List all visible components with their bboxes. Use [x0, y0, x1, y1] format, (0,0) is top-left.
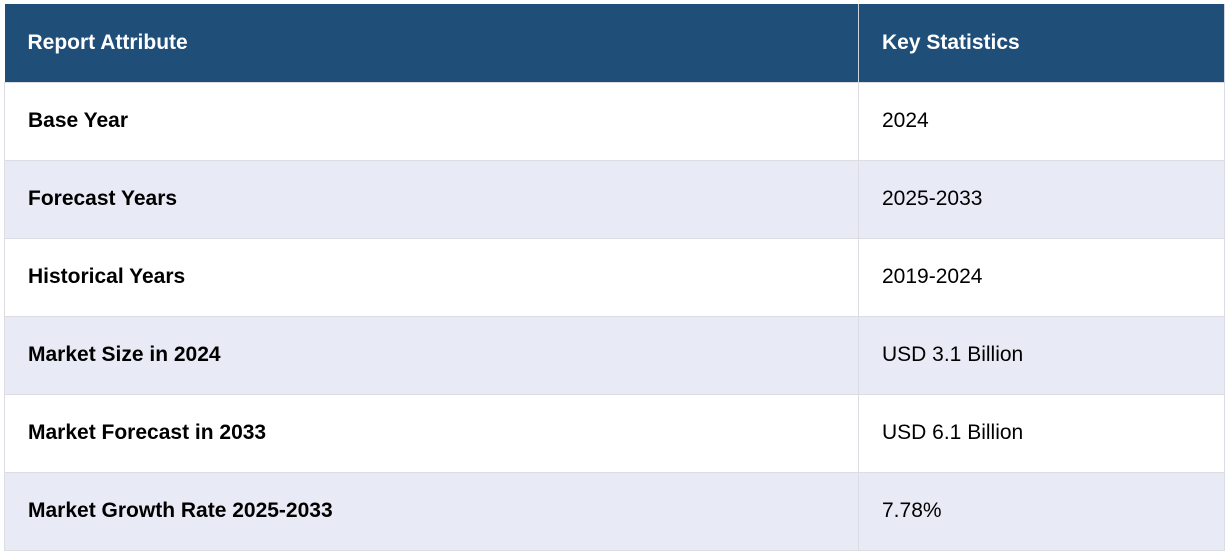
attribute-cell: Market Size in 2024 [4, 315, 859, 395]
value-cell: 2024 [858, 81, 1225, 161]
table-row: Forecast Years 2025-2033 [4, 159, 1225, 239]
attribute-cell: Base Year [4, 81, 859, 161]
header-cell: Report Attribute [4, 4, 859, 82]
table-row: Historical Years 2019-2024 [4, 237, 1225, 317]
header-row: Report Attribute Key Statistics [4, 4, 1225, 82]
value-cell: 2019-2024 [858, 237, 1225, 317]
value-cell: 7.78% [858, 471, 1225, 551]
header-cell: Key Statistics [858, 4, 1225, 82]
table-body: Base Year 2024 Forecast Years 2025-2033 Hist… [4, 81, 1225, 551]
attribute-cell: Market Growth Rate 2025-2033 [4, 471, 859, 551]
value-cell: USD 3.1 Billion [858, 315, 1225, 395]
table-row: Market Growth Rate 2025-2033 7.78% [4, 471, 1225, 551]
table-row: Market Forecast in 2033 USD 6.1 Billion [4, 393, 1225, 473]
table-row: Base Year 2024 [4, 81, 1225, 161]
attribute-cell: Forecast Years [4, 159, 859, 239]
value-cell: USD 6.1 Billion [858, 393, 1225, 473]
stats-table: Report Attribute Key Statistics Base Yea… [4, 4, 1225, 551]
attribute-cell: Market Forecast in 2033 [4, 393, 859, 473]
value-cell: 2025-2033 [858, 159, 1225, 239]
attribute-cell: Historical Years [4, 237, 859, 317]
table-row: Market Size in 2024 USD 3.1 Billion [4, 315, 1225, 395]
